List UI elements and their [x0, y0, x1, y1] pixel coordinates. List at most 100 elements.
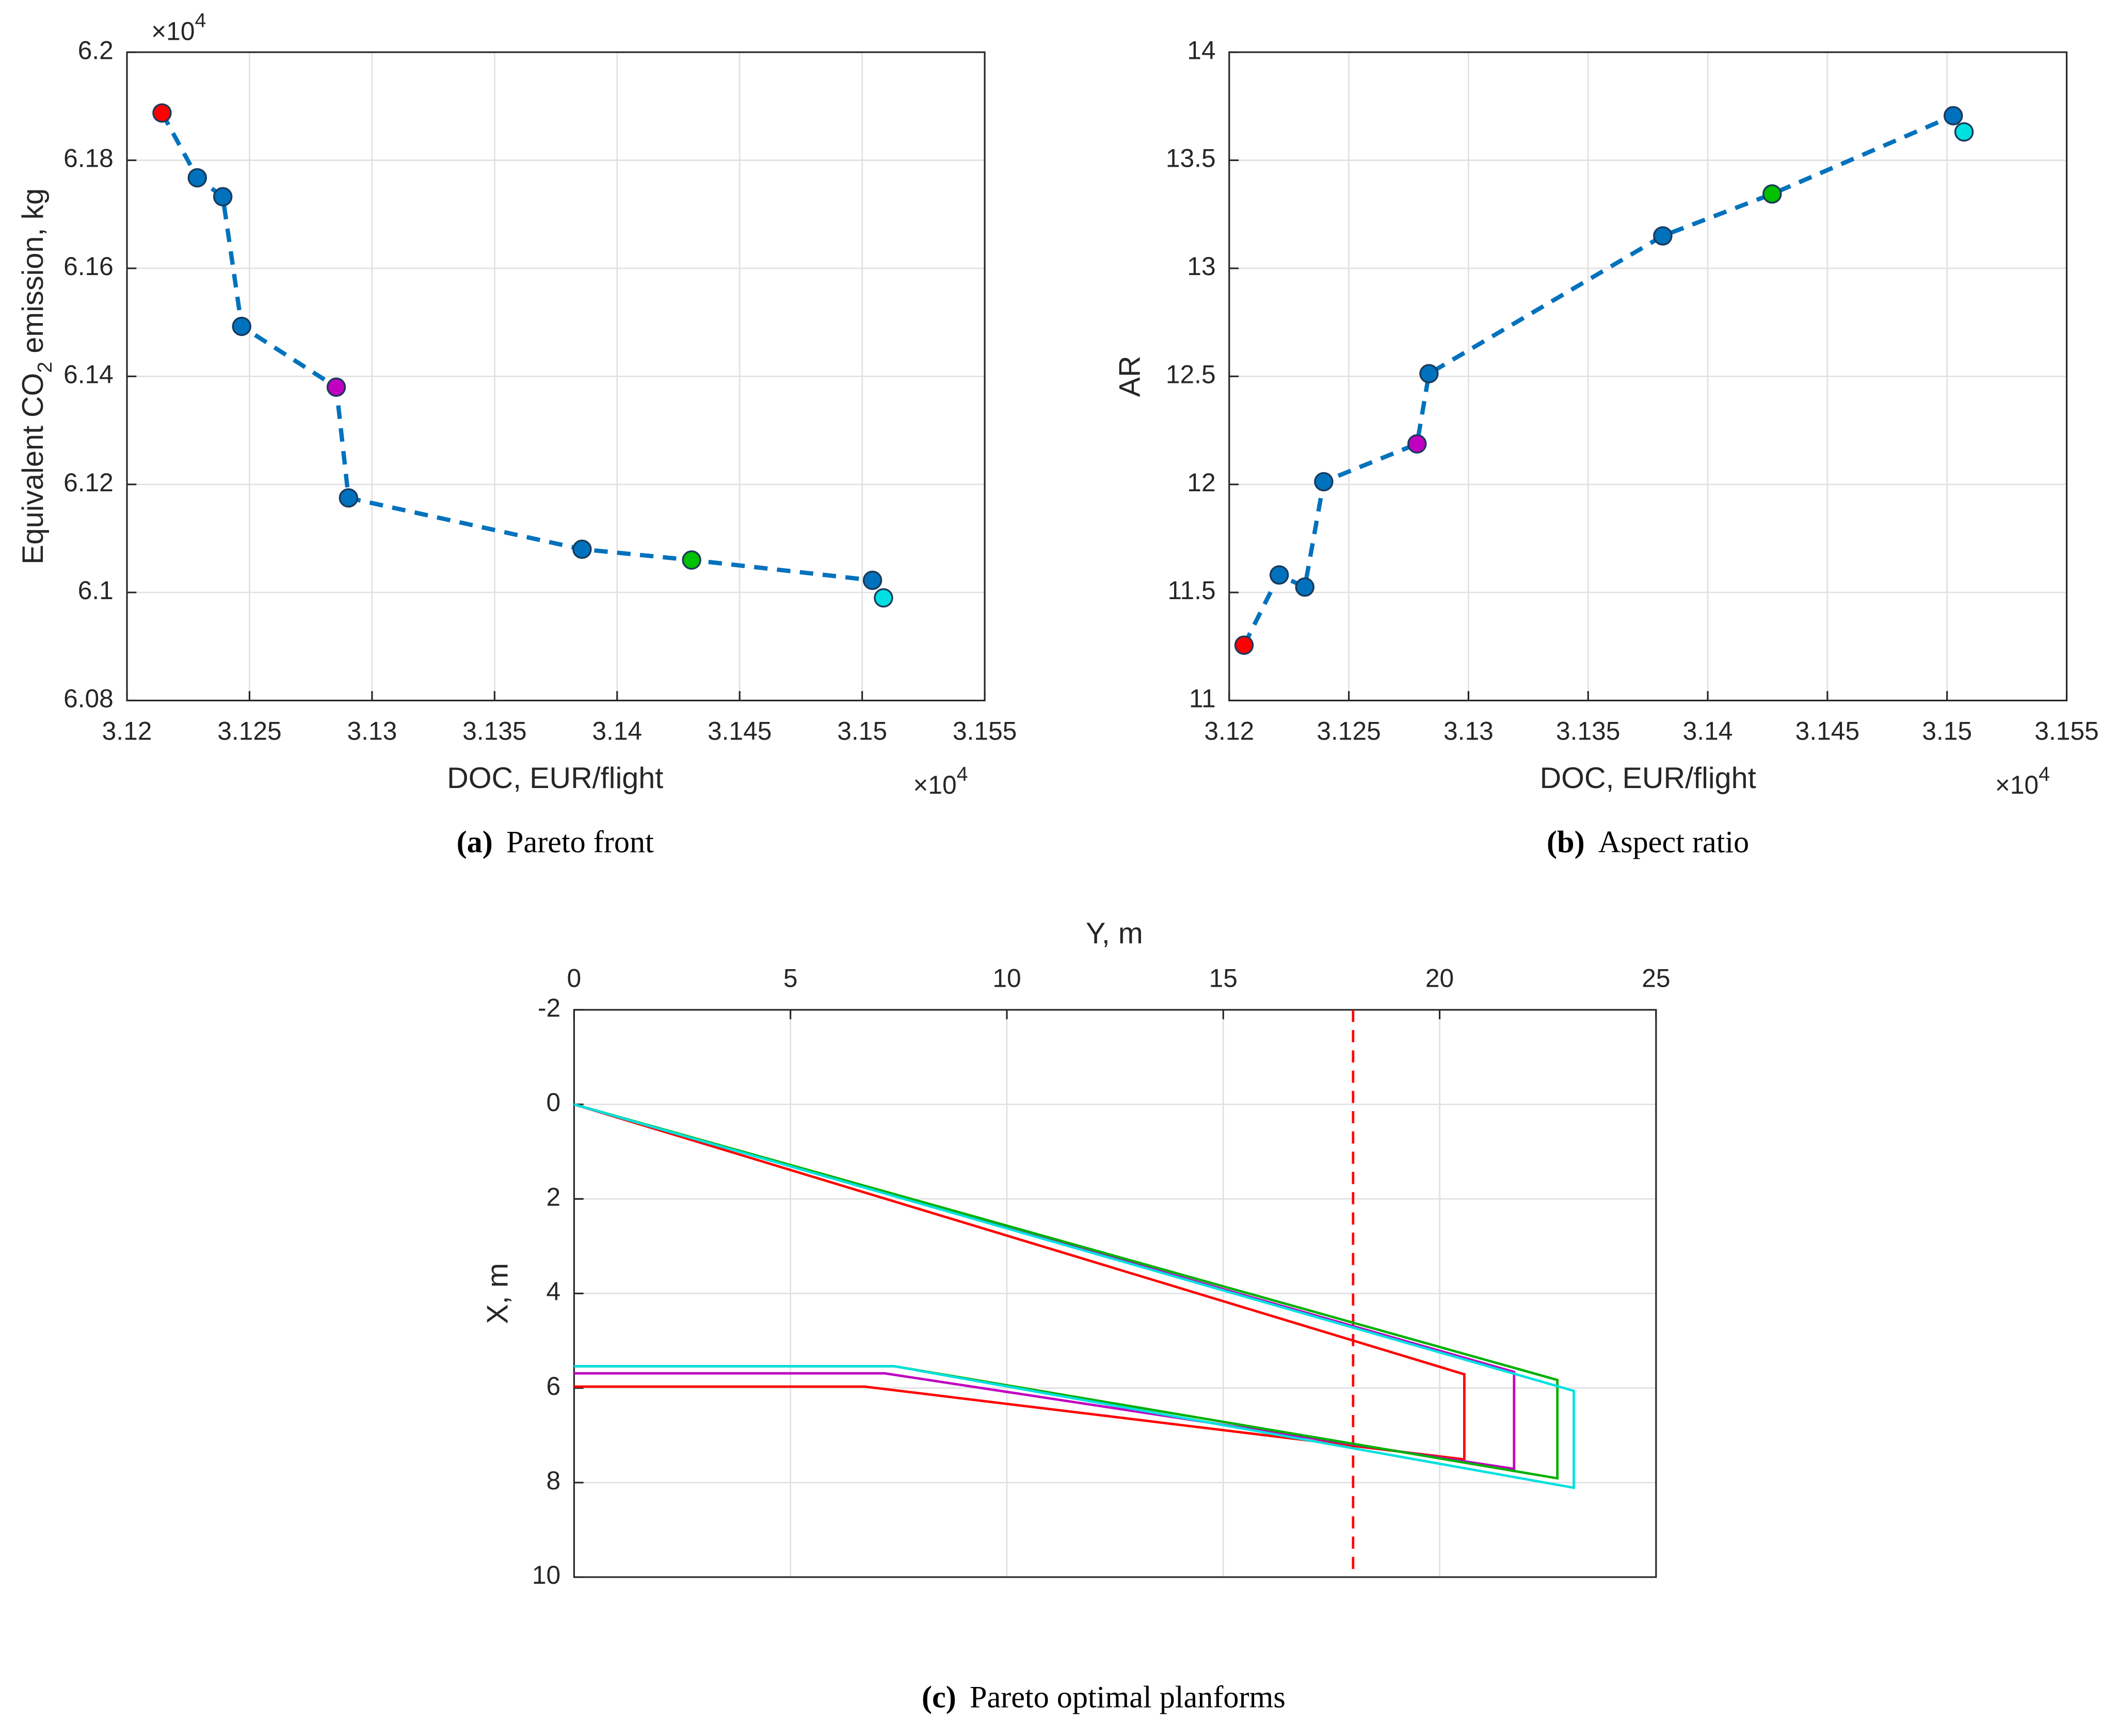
- x-tick-label: 25: [1642, 963, 1670, 992]
- y-axis-label-part: X, m: [482, 1263, 515, 1324]
- x-tick-label: 3.145: [708, 716, 772, 745]
- x-tick-label: 3.135: [1556, 716, 1620, 745]
- y-multiplier: ×104: [151, 9, 206, 46]
- y-tick-label: 6.14: [63, 360, 114, 389]
- x-tick-label: 10: [992, 963, 1021, 992]
- y-tick-label: 11.5: [1168, 576, 1216, 605]
- x-tick-label: 3.145: [1795, 716, 1859, 745]
- data-point: [339, 488, 359, 508]
- data-point: [1653, 226, 1673, 246]
- series-line: [573, 1103, 1466, 1461]
- caption: (c) Pareto optimal planforms: [922, 1680, 1286, 1714]
- data-point: [1954, 122, 1974, 142]
- y-tick-label: -2: [538, 993, 560, 1022]
- data-point: [1314, 472, 1334, 492]
- series-line: [573, 1103, 1516, 1471]
- y-tick-label: 6: [547, 1372, 561, 1401]
- y-tick-label: 12: [1187, 468, 1215, 497]
- y-tick-label: 4: [547, 1277, 561, 1306]
- caption: (b) Aspect ratio: [1547, 825, 1749, 859]
- x-tick-label: 3.12: [1204, 716, 1254, 745]
- y-tick-label: 6.12: [63, 468, 114, 497]
- y-axis-label-part: 2: [34, 362, 56, 373]
- y-axis-label: X, m: [482, 1263, 515, 1324]
- x-multiplier-part: 4: [2039, 763, 2050, 785]
- x-tick-label: 3.14: [592, 716, 642, 745]
- y-tick-label: 13.5: [1166, 144, 1216, 173]
- series-line: [160, 111, 886, 599]
- x-tick-label: 15: [1209, 963, 1238, 992]
- x-multiplier: ×104: [913, 763, 968, 799]
- caption-tag: (b): [1547, 825, 1585, 859]
- data-point: [1762, 184, 1782, 204]
- x-tick-label: 3.155: [2034, 716, 2098, 745]
- x-axis-label: DOC, EUR/flight: [1540, 762, 1756, 795]
- caption: (a) Pareto front: [457, 825, 654, 859]
- y-axis-label-part: AR: [1114, 356, 1147, 397]
- y-tick-label: 2: [547, 1182, 561, 1211]
- y-tick-label: 6.16: [63, 252, 114, 281]
- data-point: [874, 588, 893, 608]
- data-point: [1234, 635, 1254, 655]
- x-tick-label: 3.125: [217, 716, 281, 745]
- series-line: [573, 1103, 1559, 1480]
- caption-tag: (c): [922, 1680, 956, 1714]
- x-multiplier-part: ×10: [913, 770, 956, 799]
- y-multiplier-part: ×10: [151, 17, 195, 46]
- data-point: [1419, 364, 1439, 383]
- x-tick-label: 3.12: [102, 716, 152, 745]
- x-axis-label: Y, m: [1086, 917, 1143, 950]
- x-tick-label: 3.13: [1443, 716, 1494, 745]
- y-tick-label: 12.5: [1166, 360, 1216, 389]
- y-tick-label: 10: [532, 1561, 560, 1589]
- caption-tag: (a): [457, 825, 493, 859]
- data-point: [1407, 434, 1427, 454]
- x-axis-label: DOC, EUR/flight: [447, 762, 663, 795]
- x-tick-label: 3.15: [1922, 716, 1972, 745]
- y-axis-label-part: Equivalent CO: [17, 373, 50, 565]
- y-tick-label: 6.08: [63, 684, 114, 713]
- plot-frame: [573, 1009, 1657, 1578]
- y-multiplier-part: 4: [195, 9, 206, 32]
- x-tick-label: 3.155: [953, 716, 1017, 745]
- x-multiplier-part: ×10: [1995, 770, 2039, 799]
- caption-text: Aspect ratio: [1598, 825, 1749, 859]
- data-point: [1944, 106, 1963, 125]
- y-tick-label: 8: [547, 1466, 561, 1495]
- x-tick-label: 3.13: [347, 716, 397, 745]
- data-point: [1295, 577, 1315, 597]
- y-tick-label: 11: [1189, 684, 1216, 713]
- y-axis-label: AR: [1114, 356, 1147, 397]
- y-tick-label: 0: [547, 1088, 561, 1117]
- caption-text: Pareto optimal planforms: [970, 1680, 1286, 1714]
- data-point: [326, 377, 346, 397]
- y-tick-label: 6.18: [63, 144, 114, 173]
- y-axis-label-part: emission, kg: [17, 188, 50, 362]
- x-multiplier: ×104: [1995, 763, 2050, 799]
- x-multiplier-part: 4: [957, 763, 968, 785]
- y-tick-label: 13: [1187, 252, 1215, 281]
- data-point: [187, 168, 207, 188]
- x-tick-label: 3.135: [462, 716, 526, 745]
- x-tick-label: 3.125: [1317, 716, 1381, 745]
- y-axis-label: Equivalent CO2 emission, kg: [17, 188, 56, 565]
- data-point: [682, 550, 701, 570]
- plot-frame: [1228, 51, 2068, 702]
- data-point: [232, 316, 251, 336]
- y-tick-label: 6.2: [78, 36, 114, 65]
- caption-text: Pareto front: [506, 825, 654, 859]
- series-line: [573, 1103, 1575, 1489]
- x-tick-label: 0: [567, 963, 582, 992]
- data-point: [213, 187, 233, 206]
- x-tick-label: 3.15: [837, 716, 887, 745]
- x-tick-label: 3.14: [1683, 716, 1733, 745]
- plot-frame: [126, 51, 986, 702]
- data-point: [862, 570, 882, 590]
- data-point: [1269, 565, 1289, 585]
- y-tick-label: 6.1: [78, 576, 114, 605]
- x-tick-label: 20: [1425, 963, 1454, 992]
- data-point: [572, 539, 592, 559]
- data-point: [152, 103, 172, 123]
- series-line: [1242, 113, 1966, 647]
